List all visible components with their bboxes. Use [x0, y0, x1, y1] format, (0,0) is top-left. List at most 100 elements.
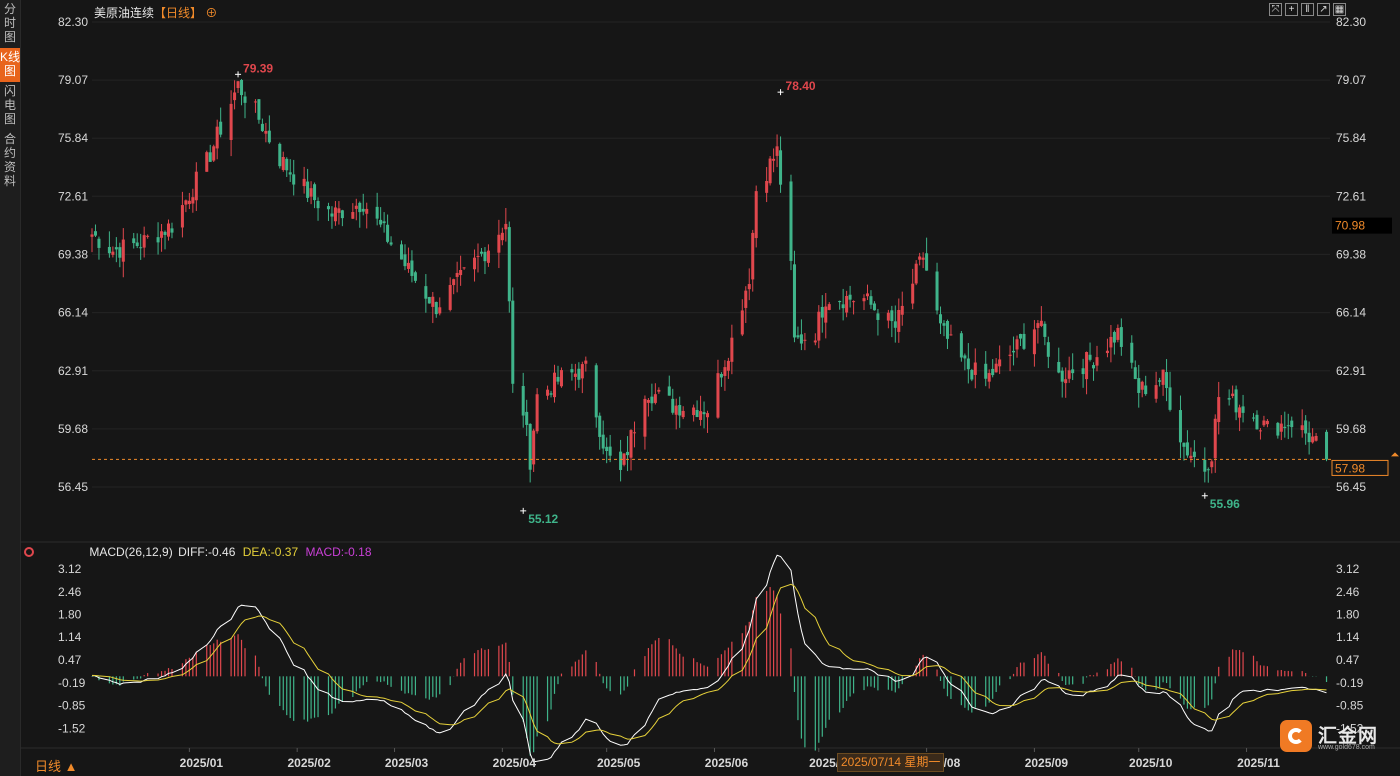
candle-body: [1109, 336, 1113, 348]
candle-body: [455, 272, 459, 277]
candle-body: [1032, 329, 1036, 355]
candle-body: [285, 158, 289, 171]
candle-body: [1165, 372, 1169, 389]
price-tick-label: 79.07: [1336, 73, 1366, 87]
candle-body: [90, 234, 94, 237]
candle-body: [386, 224, 390, 242]
candle-body: [1012, 350, 1016, 353]
candle-body: [872, 303, 876, 311]
candle-body: [824, 306, 828, 323]
candle-body: [1304, 420, 1308, 434]
candle-body: [959, 333, 963, 358]
macd-tick-label: 1.14: [58, 630, 82, 644]
candle-body: [507, 227, 511, 302]
macd-value-label: MACD:-0.18: [305, 545, 372, 559]
sidebar-tab-0[interactable]: 分时图: [3, 2, 16, 44]
candle-body: [765, 180, 769, 193]
candle-body: [1133, 367, 1137, 379]
candle-body: [278, 143, 282, 167]
candle-body: [333, 207, 337, 222]
candle-body: [1227, 398, 1231, 400]
candle-body: [803, 339, 807, 341]
annotation-label: 55.96: [1210, 497, 1240, 511]
candle-body: [1057, 361, 1061, 373]
candle-body: [838, 300, 842, 303]
candle-body: [431, 296, 435, 307]
macd-tick-label: 0.47: [58, 653, 82, 667]
candle-body: [1130, 342, 1134, 363]
candle-body: [598, 415, 602, 437]
month-label: 2025/01: [180, 756, 224, 770]
kline-chart[interactable]: 82.30 82.30 79.07 79.07 75.84 75.84 72.61 72.61…: [20, 0, 1400, 776]
macd-tick-label: -1.52: [58, 722, 86, 736]
macd-title: MACD(26,12,9): [89, 545, 173, 559]
price-tick-label: 75.84: [1336, 131, 1366, 145]
sidebar-tab-2[interactable]: 闪电图: [3, 84, 16, 126]
candle-body: [267, 130, 271, 143]
macd-tick-label: -0.85: [58, 699, 86, 713]
candle-body: [862, 298, 866, 302]
candle-body: [605, 446, 609, 451]
logo: 汇金网 www.gold678.com: [1280, 720, 1390, 754]
dea-label: DEA:-0.37: [242, 545, 299, 559]
candle-body: [650, 396, 654, 404]
candle-body: [900, 305, 904, 315]
macd-tick-label: 2.46: [1336, 585, 1360, 599]
period-tag: 【日线】: [154, 6, 203, 20]
diff-line: [91, 554, 1327, 763]
crosshair-icon[interactable]: +: [1285, 3, 1298, 16]
candle-body: [309, 188, 313, 197]
candle-body: [754, 191, 758, 239]
candle-body: [747, 284, 751, 290]
crosshair-price-label: 70.98: [1335, 219, 1365, 233]
crosshair-price-box: [1332, 217, 1392, 234]
candle-body: [629, 430, 633, 458]
candle-body: [215, 126, 219, 149]
candle-body: [584, 360, 588, 364]
candle-body: [511, 300, 515, 384]
candle-body: [532, 430, 536, 465]
candle-body: [984, 363, 988, 379]
candle-body: [337, 208, 341, 213]
candle-body: [914, 263, 918, 284]
export-icon[interactable]: ↗: [1317, 3, 1330, 16]
expand-icon[interactable]: ⤧: [1269, 3, 1282, 16]
macd-tick-label: 1.80: [1336, 608, 1360, 622]
candle-body: [1060, 370, 1064, 382]
circle-plus-icon[interactable]: ⊕: [205, 6, 218, 20]
candle-body: [163, 231, 167, 235]
candle-body: [413, 272, 417, 281]
candle-body: [897, 309, 901, 332]
candle-body: [452, 279, 456, 286]
candle-body: [132, 238, 136, 244]
candle-body: [166, 223, 171, 237]
candle-body: [1300, 425, 1304, 431]
price-tick-label: 59.68: [1336, 422, 1366, 436]
last-price-arrow-icon: [1391, 452, 1399, 457]
period-button[interactable]: 日线 ▲: [35, 759, 78, 774]
macd-settings-icon[interactable]: [24, 547, 34, 557]
candle-body: [389, 242, 393, 245]
candle-body: [406, 262, 410, 269]
candle-body: [869, 296, 873, 305]
candle-body: [1276, 422, 1280, 436]
candle-body: [399, 244, 404, 260]
month-label: 2025/06: [705, 756, 749, 770]
sidebar-tab-1[interactable]: K线图: [0, 48, 20, 82]
candle-body: [111, 251, 115, 255]
grid-icon[interactable]: ▦: [1333, 3, 1346, 16]
candle-body: [1241, 406, 1245, 413]
sidebar-tab-3[interactable]: 合约资料: [3, 132, 16, 188]
candle-body: [462, 267, 466, 269]
candle-body: [358, 202, 362, 213]
candle-body: [486, 250, 490, 263]
month-label: 2025/09: [1025, 756, 1069, 770]
candle-body: [476, 255, 480, 257]
candle-body: [751, 232, 755, 280]
candle-body: [1307, 432, 1311, 443]
candle-body: [792, 264, 796, 338]
price-tick-label: 69.38: [58, 247, 88, 261]
pause-icon[interactable]: ‖: [1301, 3, 1314, 16]
candle-body: [813, 340, 817, 343]
candle-body: [1234, 389, 1238, 413]
